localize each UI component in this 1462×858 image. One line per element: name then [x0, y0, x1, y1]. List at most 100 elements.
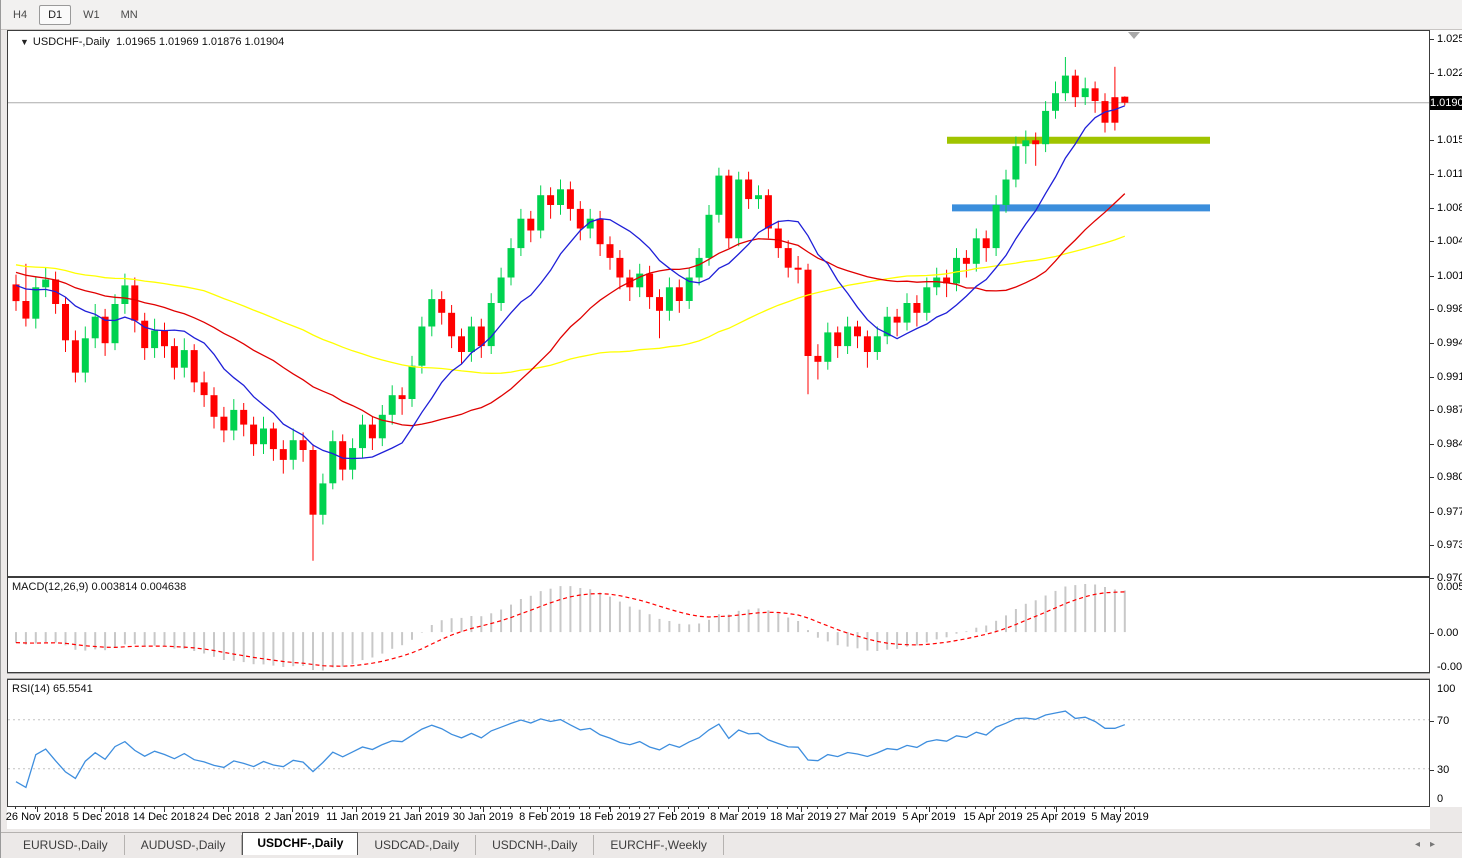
date-minor-tick: [955, 807, 956, 809]
macd-label: MACD(12,26,9) 0.003814 0.004638: [12, 581, 187, 593]
tab-scroll-left-icon[interactable]: ◂: [1414, 839, 1430, 850]
price-axis[interactable]: 1.025501.022101.018701.015201.011801.008…: [1430, 30, 1462, 807]
date-label: 11 Jan 2019: [326, 811, 386, 823]
tab-scroll-right-icon[interactable]: ▸: [1429, 839, 1445, 850]
chart-tab-eurchfweekly[interactable]: EURCHF-,Weekly: [594, 835, 724, 856]
timeframe-button-d1[interactable]: D1: [39, 4, 72, 25]
date-axis[interactable]: 26 Nov 2018 5 Dec 2018 14 Dec 2018 24 Dec 2…: [6, 807, 1430, 829]
date-minor-tick: [490, 807, 491, 809]
date-minor-tick: [312, 807, 313, 809]
date-major-tick: [929, 807, 930, 812]
date-minor-tick: [718, 807, 719, 809]
timeframe-button-h4[interactable]: H4: [13, 8, 28, 21]
date-minor-tick: [114, 807, 115, 809]
date-minor-tick: [154, 807, 155, 809]
price-tick-label: 1.02550: [1437, 33, 1462, 45]
date-minor-tick: [698, 807, 699, 809]
date-minor-tick: [748, 807, 749, 809]
date-minor-tick: [817, 807, 818, 809]
price-tick-label: 0.99110: [1437, 371, 1462, 383]
date-label: 8 Mar 2019: [710, 811, 766, 823]
date-label: 27 Feb 2019: [643, 811, 705, 823]
main-chart-pane[interactable]: ▼ USDCHF-,Daily 1.01965 1.01969 1.01876 1…: [7, 30, 1430, 577]
price-tick-label: 0.98080: [1437, 471, 1462, 483]
chart-tab-usdcaddaily[interactable]: USDCAD-,Daily: [358, 835, 477, 856]
date-minor-tick: [639, 807, 640, 809]
date-minor-tick: [995, 807, 996, 809]
date-minor-tick: [985, 807, 986, 809]
price-tick-label: 1.00830: [1437, 202, 1462, 214]
date-minor-tick: [510, 807, 511, 809]
date-minor-tick: [856, 807, 857, 809]
price-tick: [1430, 140, 1434, 141]
date-minor-tick: [619, 807, 620, 809]
price-tick-label: 1.00490: [1437, 235, 1462, 247]
date-minor-tick: [767, 807, 768, 809]
date-minor-tick: [609, 807, 610, 809]
price-tick: [1430, 73, 1434, 74]
chart-tab-eurusddaily[interactable]: EURUSD-,Daily: [7, 835, 125, 856]
price-tick: [1430, 545, 1434, 546]
date-minor-tick: [421, 807, 422, 809]
date-minor-tick: [441, 807, 442, 809]
chart-tab-audusddaily[interactable]: AUDUSD-,Daily: [125, 835, 243, 856]
date-minor-tick: [84, 807, 85, 809]
tab-scroll-arrows[interactable]: ◂▸: [1415, 839, 1445, 850]
date-minor-tick: [45, 807, 46, 809]
chart-tab-bar: EURUSD-,Daily AUDUSD-,Daily USDCHF-,Daily U…: [1, 832, 1462, 856]
date-minor-tick: [708, 807, 709, 809]
timeframe-button-w1[interactable]: W1: [83, 8, 100, 21]
price-tick-label: 0.97390: [1437, 539, 1462, 551]
date-minor-tick: [668, 807, 669, 809]
chart-shift-marker[interactable]: [1128, 32, 1140, 39]
timeframe-button-mn[interactable]: MN: [120, 8, 138, 21]
date-label: 15 Apr 2019: [963, 811, 1023, 823]
ohlc-high: 1.01969: [158, 36, 199, 48]
date-minor-tick: [886, 807, 887, 809]
rsi-canvas[interactable]: [8, 680, 1429, 806]
date-major-tick: [483, 807, 484, 812]
date-minor-tick: [847, 807, 848, 809]
date-minor-tick: [173, 807, 174, 809]
date-minor-tick: [658, 807, 659, 809]
ohlc-close: 1.01904: [244, 36, 285, 48]
date-minor-tick: [1084, 807, 1085, 809]
macd-canvas[interactable]: [8, 578, 1429, 672]
bottom-strip: [1, 855, 1462, 858]
date-minor-tick: [233, 807, 234, 809]
chart-tab-usdchfdaily[interactable]: USDCHF-,Daily: [242, 832, 359, 856]
date-minor-tick: [1134, 807, 1135, 809]
date-label: 18 Feb 2019: [579, 811, 641, 823]
date-minor-tick: [470, 807, 471, 809]
date-minor-tick: [342, 807, 343, 809]
date-minor-tick: [144, 807, 145, 809]
date-major-tick: [419, 807, 420, 812]
date-minor-tick: [64, 807, 65, 809]
date-major-tick: [610, 807, 611, 812]
price-tick: [1430, 377, 1434, 378]
date-label: 24 Dec 2018: [196, 811, 260, 823]
pane-splitter[interactable]: [7, 673, 1430, 679]
date-minor-tick: [777, 807, 778, 809]
date-minor-tick: [1025, 807, 1026, 809]
price-tick: [1430, 39, 1434, 40]
date-minor-tick: [263, 807, 264, 809]
date-minor-tick: [797, 807, 798, 809]
price-tick: [1430, 444, 1434, 445]
candlestick-canvas[interactable]: [8, 31, 1429, 576]
price-tick: [1430, 343, 1434, 344]
rsi-pane[interactable]: RSI(14) 65.5541: [7, 679, 1430, 807]
macd-zero-tick: [1430, 633, 1434, 634]
date-minor-tick: [480, 807, 481, 809]
price-tick-label: 0.98420: [1437, 438, 1462, 450]
date-label: 5 May 2019: [1091, 811, 1149, 823]
price-tick-label: 0.97050: [1437, 572, 1462, 584]
date-minor-tick: [183, 807, 184, 809]
price-tick-label: 1.01520: [1437, 134, 1462, 146]
chart-tab-usdcnhdaily[interactable]: USDCNH-,Daily: [476, 835, 595, 856]
macd-pane[interactable]: MACD(12,26,9) 0.003814 0.004638: [7, 577, 1430, 673]
date-label: 18 Mar 2019: [770, 811, 832, 823]
date-minor-tick: [134, 807, 135, 809]
date-minor-tick: [1104, 807, 1105, 809]
date-minor-tick: [381, 807, 382, 809]
